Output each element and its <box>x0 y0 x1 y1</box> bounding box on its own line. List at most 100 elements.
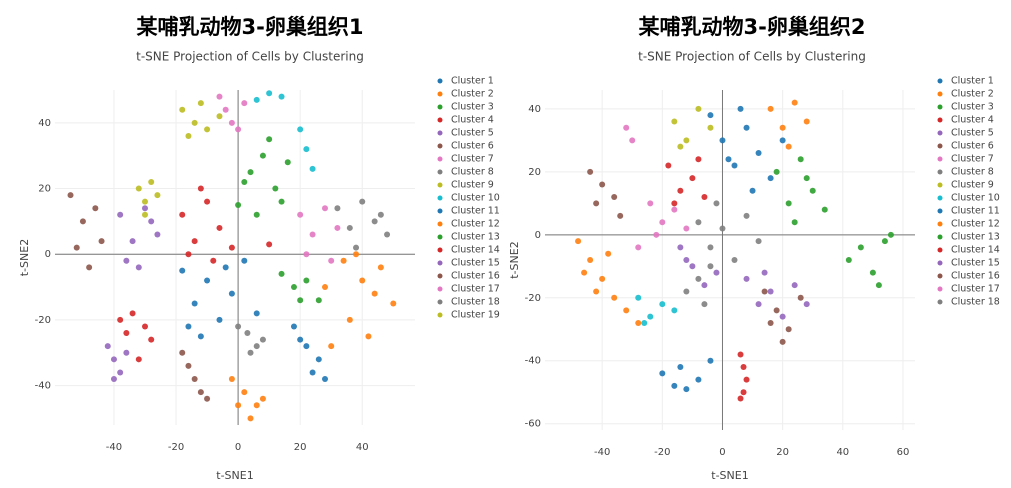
scatter-point <box>683 288 690 295</box>
scatter-point <box>857 244 864 251</box>
scatter-point <box>653 231 660 238</box>
scatter-point <box>123 330 130 337</box>
scatter-point <box>371 290 378 297</box>
legend-marker <box>937 247 943 253</box>
scatter-point <box>272 185 279 192</box>
scatter-point <box>611 294 618 301</box>
scatter-point <box>695 376 702 383</box>
x-tick-label: 40 <box>356 442 369 453</box>
scatter-point <box>328 257 335 264</box>
legend-marker <box>437 104 443 110</box>
scatter-point <box>671 307 678 314</box>
legend-marker <box>937 78 943 84</box>
scatter-point <box>244 330 251 337</box>
chart-title: 某哺乳动物3-卵巢组织2 <box>639 15 866 39</box>
legend-marker <box>437 260 443 266</box>
scatter-point <box>197 100 204 107</box>
legend-marker <box>437 286 443 292</box>
scatter-point <box>611 194 618 201</box>
scatter-point <box>235 323 242 330</box>
y-tick-label: 0 <box>45 249 51 260</box>
scatter-point <box>875 282 882 289</box>
scatter-point <box>247 349 254 356</box>
y-tick-label: -40 <box>35 381 51 392</box>
legend-marker <box>437 299 443 305</box>
scatter-point <box>297 297 304 304</box>
scatter-point <box>743 376 750 383</box>
chart-subtitle: t-SNE Projection of Cells by Clustering <box>638 50 866 64</box>
scatter-point <box>297 126 304 133</box>
scatter-point <box>191 119 198 126</box>
y-tick-label: 40 <box>528 104 541 115</box>
scatter-point <box>135 264 142 271</box>
scatter-point <box>179 211 186 218</box>
x-tick-label: -40 <box>106 442 122 453</box>
scatter-point <box>98 238 105 245</box>
y-tick-label: 0 <box>535 230 541 241</box>
legend-label: Cluster 15 <box>951 258 1000 269</box>
legend-marker <box>937 156 943 162</box>
scatter-point <box>353 251 360 258</box>
x-tick-label: 20 <box>294 442 307 453</box>
legend-marker <box>937 234 943 240</box>
scatter-point <box>707 357 714 364</box>
x-tick-label: 20 <box>776 447 789 458</box>
scatter-point <box>204 277 211 284</box>
scatter-point <box>297 211 304 218</box>
legend-label: Cluster 3 <box>951 102 994 113</box>
scatter-point <box>695 275 702 282</box>
scatter-point <box>117 316 124 323</box>
scatter-point <box>340 257 347 264</box>
scatter-point <box>297 336 304 343</box>
scatter-point <box>104 343 111 350</box>
scatter-point <box>761 288 768 295</box>
scatter-point <box>683 386 690 393</box>
scatter-point <box>86 264 93 271</box>
scatter-point <box>671 118 678 125</box>
scatter-point <box>617 212 624 219</box>
scatter-point <box>278 93 285 100</box>
legend-marker <box>937 208 943 214</box>
scatter-point <box>695 156 702 163</box>
legend-label: Cluster 13 <box>951 232 1000 243</box>
x-tick-label: -20 <box>654 447 670 458</box>
scatter-point <box>334 205 341 212</box>
scatter-point <box>179 267 186 274</box>
scatter-point <box>659 301 666 308</box>
scatter-point <box>185 362 192 369</box>
scatter-point <box>253 343 260 350</box>
legend-label: Cluster 8 <box>451 167 494 178</box>
scatter-point <box>222 264 229 271</box>
scatter-point <box>743 212 750 219</box>
scatter-point <box>587 168 594 175</box>
legend-label: Cluster 18 <box>451 297 500 308</box>
scatter-point <box>635 244 642 251</box>
scatter-point <box>779 338 786 345</box>
legend-label: Cluster 14 <box>951 245 1000 256</box>
scatter-point <box>247 169 254 176</box>
scatter-point <box>737 395 744 402</box>
scatter-point <box>346 224 353 231</box>
scatter-point <box>135 185 142 192</box>
legend-label: Cluster 17 <box>951 284 1000 295</box>
scatter-point <box>665 162 672 169</box>
scatter-point <box>384 231 391 238</box>
scatter-point <box>707 244 714 251</box>
legend-label: Cluster 11 <box>451 206 500 217</box>
chart-subtitle: t-SNE Projection of Cells by Clustering <box>136 50 364 64</box>
scatter-point <box>593 288 600 295</box>
legend-label: Cluster 11 <box>951 206 1000 217</box>
scatter-point <box>185 251 192 258</box>
scatter-point <box>359 277 366 284</box>
x-tick-label: 40 <box>836 447 849 458</box>
scatter-point <box>761 269 768 276</box>
scatter-point <box>797 294 804 301</box>
scatter-point <box>695 105 702 112</box>
legend-marker <box>937 169 943 175</box>
scatter-point <box>247 415 254 422</box>
scatter-point <box>92 205 99 212</box>
scatter-point <box>253 211 260 218</box>
scatter-point <box>740 364 747 371</box>
scatter-point <box>605 250 612 257</box>
legend-marker <box>937 182 943 188</box>
